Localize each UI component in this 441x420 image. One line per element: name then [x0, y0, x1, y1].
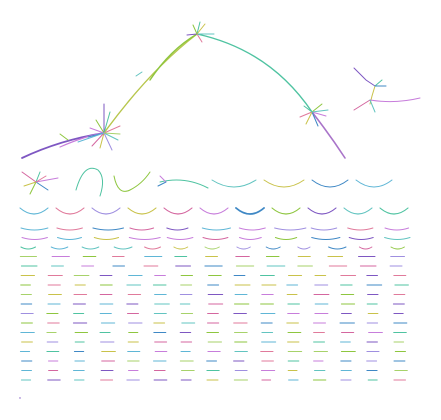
- dash-component: [310, 227, 338, 231]
- side-tree-tail: [369, 97, 421, 103]
- dash-component: [173, 246, 189, 250]
- main-tree-branch: [135, 71, 143, 77]
- dash-component: [297, 246, 311, 250]
- dash-component: [384, 227, 410, 231]
- arc-component: [311, 179, 349, 188]
- main-tree-branch: [59, 133, 69, 141]
- dash-component: [384, 237, 411, 240]
- dash-component: [239, 237, 262, 240]
- dash-component: [81, 246, 100, 250]
- dash-component: [113, 246, 133, 250]
- arc-component: [307, 207, 337, 215]
- dash-component: [358, 246, 373, 250]
- arc-component: [379, 207, 409, 215]
- isolated-node: [19, 397, 21, 399]
- arc-component: [163, 207, 193, 215]
- main-tree: [21, 21, 346, 159]
- dash-component: [57, 237, 82, 240]
- dash-component: [166, 227, 189, 231]
- small-component-grid: [19, 227, 411, 381]
- dash-component: [144, 246, 161, 250]
- left-hub: [77, 103, 121, 151]
- fan-component: [157, 175, 209, 189]
- dash-component: [128, 237, 161, 240]
- main-tree-arc-left: [103, 33, 198, 134]
- dash-component: [166, 237, 194, 240]
- dash-component: [348, 237, 374, 240]
- dash-component: [20, 227, 49, 231]
- dash-component: [274, 227, 307, 231]
- arc-component: [199, 207, 229, 215]
- hook-component: [113, 171, 151, 192]
- arc-component: [343, 207, 373, 215]
- side-tree-leg: [353, 99, 371, 111]
- arc-component: [211, 179, 257, 188]
- dash-component: [21, 237, 48, 240]
- main-tree-arc-right: [196, 33, 313, 113]
- dash-component: [56, 227, 83, 231]
- row-1-components: [21, 167, 393, 197]
- loop-component: [75, 167, 104, 197]
- arc-component: [355, 179, 393, 188]
- arc-component: [263, 179, 305, 188]
- dash-component: [274, 237, 298, 240]
- arc-component: [55, 207, 85, 215]
- row-2-components: [19, 207, 409, 215]
- dash-component: [92, 227, 124, 231]
- side-tree-main: [353, 67, 376, 87]
- arc-component: [127, 207, 157, 215]
- main-tree-arc-top: [149, 33, 198, 81]
- dash-component: [236, 246, 251, 250]
- dash-component: [347, 227, 374, 231]
- main-tree-arc-tail: [311, 111, 346, 159]
- right-hub: [299, 103, 329, 127]
- dash-component: [390, 246, 405, 250]
- dash-component: [20, 246, 36, 250]
- dash-component: [201, 227, 231, 231]
- dash-component: [265, 246, 281, 250]
- side-tree-tip: [374, 79, 383, 87]
- side-tree: [353, 67, 421, 113]
- arc-component: [271, 207, 301, 215]
- dash-component: [238, 227, 266, 231]
- star-component: [21, 171, 59, 195]
- arc-component: [19, 207, 49, 215]
- dash-component: [50, 246, 69, 250]
- dash-component: [204, 246, 220, 250]
- dash-component: [93, 237, 120, 240]
- dash-component: [129, 227, 155, 231]
- dash-component: [328, 246, 347, 250]
- dash-component: [311, 237, 341, 240]
- top-hub: [186, 21, 215, 43]
- side-tree-leg: [369, 99, 376, 113]
- arc-component: [91, 207, 121, 215]
- dash-component: [202, 237, 229, 240]
- arc-component: [235, 207, 265, 215]
